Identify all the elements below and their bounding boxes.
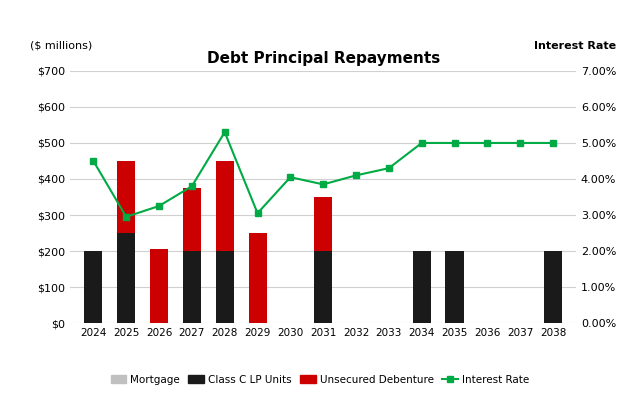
Interest Rate xyxy=(385,166,393,171)
Interest Rate xyxy=(418,141,426,145)
Bar xyxy=(248,233,267,323)
Bar xyxy=(314,251,332,323)
Interest Rate xyxy=(122,214,130,219)
Legend: Mortgage, Class C LP Units, Unsecured Debenture, Interest Rate: Mortgage, Class C LP Units, Unsecured De… xyxy=(106,370,534,389)
Interest Rate xyxy=(287,175,294,180)
Interest Rate xyxy=(156,204,163,208)
Bar xyxy=(183,251,201,323)
Bar xyxy=(117,233,135,323)
Bar xyxy=(84,251,102,323)
Bar xyxy=(445,251,463,323)
Bar xyxy=(150,249,168,323)
Interest Rate xyxy=(221,130,228,134)
Text: ($ millions): ($ millions) xyxy=(30,41,92,51)
Interest Rate xyxy=(451,141,458,145)
Bar xyxy=(216,251,234,323)
Title: Debt Principal Repayments: Debt Principal Repayments xyxy=(207,50,440,65)
Line: Interest Rate: Interest Rate xyxy=(91,129,556,219)
Interest Rate xyxy=(352,173,360,178)
Text: Interest Rate: Interest Rate xyxy=(534,41,616,51)
Bar xyxy=(413,251,431,323)
Bar xyxy=(183,188,201,251)
Bar xyxy=(117,161,135,233)
Bar xyxy=(314,197,332,251)
Interest Rate xyxy=(483,141,491,145)
Interest Rate xyxy=(90,159,97,164)
Interest Rate xyxy=(188,184,196,189)
Interest Rate xyxy=(516,141,524,145)
Bar xyxy=(216,161,234,251)
Interest Rate xyxy=(253,211,261,216)
Interest Rate xyxy=(319,182,327,187)
Interest Rate xyxy=(549,141,557,145)
Bar xyxy=(544,251,562,323)
